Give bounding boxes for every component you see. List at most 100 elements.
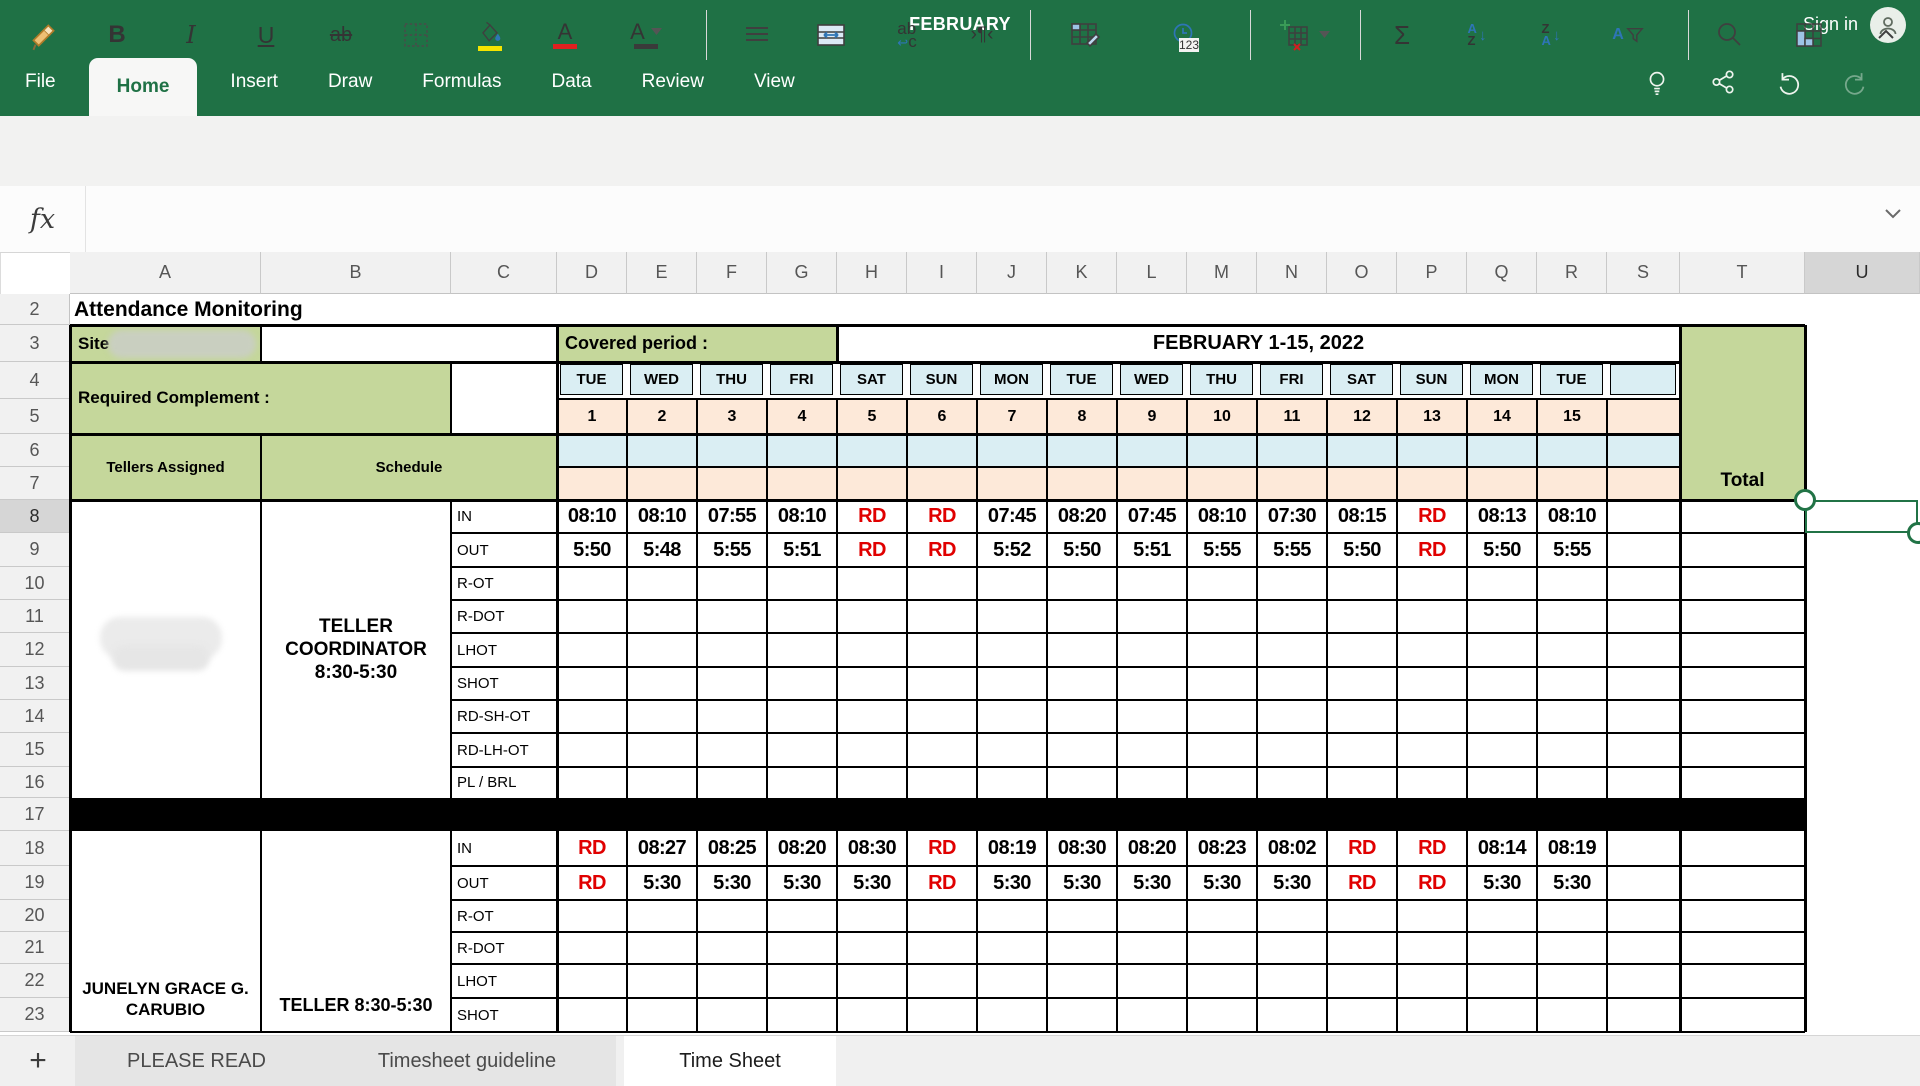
cell-date-K5[interactable]: 8 <box>1077 407 1087 425</box>
cell-D9[interactable]: 5:50 <box>573 538 611 561</box>
band-row7[interactable] <box>557 467 1680 500</box>
cell-H9[interactable]: RD <box>858 538 886 561</box>
cell-O18[interactable]: RD <box>1348 837 1376 859</box>
col-header-K[interactable]: K <box>1047 252 1117 294</box>
cell-Q19[interactable]: 5:30 <box>1483 871 1521 894</box>
align-button[interactable] <box>729 8 785 62</box>
cell-K8[interactable]: 08:20 <box>1057 505 1107 527</box>
cell-J19[interactable]: 5:30 <box>993 871 1031 894</box>
row-header-6[interactable]: 6 <box>0 434 70 467</box>
menu-file[interactable]: File <box>25 71 56 92</box>
col-header-B[interactable]: B <box>261 252 451 294</box>
cell-N9[interactable]: 5:55 <box>1273 538 1311 561</box>
cell-total-header[interactable]: Total <box>1680 325 1805 500</box>
cell-row-label-23[interactable]: SHOT <box>457 1006 499 1024</box>
cell-day-header-J4[interactable]: MON <box>980 364 1043 395</box>
cell-G19[interactable]: 5:30 <box>783 871 821 894</box>
cell-row-label-21[interactable]: R-DOT <box>457 939 505 957</box>
cell-E8[interactable]: 08:10 <box>637 505 687 527</box>
cell-selection-U8[interactable] <box>1805 500 1918 533</box>
cell-employee1-role[interactable]: TELLER COORDINATOR 8:30-5:30 <box>261 500 451 798</box>
cell-day-header-F4[interactable]: THU <box>700 364 763 395</box>
cell-F18[interactable]: 08:25 <box>707 837 757 859</box>
cell-L8[interactable]: 07:45 <box>1127 505 1177 527</box>
cell-M8[interactable]: 08:10 <box>1197 505 1247 527</box>
lightbulb-icon[interactable] <box>1642 67 1672 97</box>
share-icon[interactable] <box>1708 67 1738 97</box>
cell-E18[interactable]: 08:27 <box>637 837 687 859</box>
cell-date-G5[interactable]: 4 <box>797 407 807 425</box>
row-header-9[interactable]: 9 <box>0 533 70 567</box>
redo-icon[interactable] <box>1840 67 1870 97</box>
row-header-4[interactable]: 4 <box>0 362 70 399</box>
cell-date-N5[interactable]: 11 <box>1283 407 1301 425</box>
cell-day-header-E4[interactable]: WED <box>630 364 693 395</box>
col-header-N[interactable]: N <box>1257 252 1327 294</box>
selection-handle[interactable] <box>1794 489 1816 511</box>
cell-day-header-I4[interactable]: SUN <box>910 364 973 395</box>
font-color-button[interactable]: A <box>537 8 593 62</box>
cell-row-label-18[interactable]: IN <box>457 840 472 857</box>
merge-cells-button[interactable] <box>803 8 859 62</box>
col-header-R[interactable]: R <box>1537 252 1607 294</box>
row-header-5[interactable]: 5 <box>0 399 70 434</box>
format-as-table-button[interactable] <box>1057 8 1113 62</box>
cell-K18[interactable]: 08:30 <box>1057 837 1107 859</box>
sort-descending-button[interactable]: Z A ↓ <box>1523 8 1579 62</box>
cell-O8[interactable]: 08:15 <box>1337 505 1387 527</box>
cell-day-header-Q4[interactable]: MON <box>1470 364 1533 395</box>
cell-Q9[interactable]: 5:50 <box>1483 538 1521 561</box>
row-header-11[interactable]: 11 <box>0 600 70 633</box>
cell-date-J5[interactable]: 7 <box>1007 407 1017 425</box>
row-header-12[interactable]: 12 <box>0 633 70 667</box>
wrap-text-button[interactable]: ab ↩c <box>879 8 935 62</box>
cell-day-header-S4[interactable] <box>1610 364 1676 395</box>
cell-day-header-O4[interactable]: SAT <box>1330 364 1393 395</box>
menu-formulas[interactable]: Formulas <box>422 71 502 92</box>
row-header-23[interactable]: 23 <box>0 998 70 1032</box>
menu-draw[interactable]: Draw <box>327 71 373 92</box>
account-avatar[interactable] <box>1870 7 1906 43</box>
cell-R8[interactable]: 08:10 <box>1547 505 1597 527</box>
cell-date-P5[interactable]: 13 <box>1423 407 1441 425</box>
date-row-band[interactable] <box>557 399 1680 434</box>
cell-date-I5[interactable]: 6 <box>937 407 947 425</box>
cell-date-L5[interactable]: 9 <box>1147 407 1157 425</box>
cell-F9[interactable]: 5:55 <box>713 538 751 561</box>
cell-M19[interactable]: 5:30 <box>1203 871 1241 894</box>
font-style-button[interactable]: A <box>613 8 679 62</box>
cell-row-label-8[interactable]: IN <box>457 508 472 525</box>
cell-D18[interactable]: RD <box>578 837 606 859</box>
cell-P8[interactable]: RD <box>1418 505 1446 527</box>
cell-row-label-11[interactable]: R-DOT <box>457 608 505 625</box>
cell-G9[interactable]: 5:51 <box>783 538 821 561</box>
col-header-I[interactable]: I <box>907 252 977 294</box>
tab-timesheet-guideline[interactable]: Timesheet guideline <box>318 1036 616 1086</box>
format-painter-button[interactable] <box>15 8 71 62</box>
add-sheet-button[interactable]: + <box>29 1044 47 1077</box>
cell-F19[interactable]: 5:30 <box>713 871 751 894</box>
cell-date-M5[interactable]: 10 <box>1213 407 1231 425</box>
row-header-10[interactable]: 10 <box>0 567 70 600</box>
cell-row-label-12[interactable]: LHOT <box>457 641 498 659</box>
cell-H8[interactable]: RD <box>858 505 886 527</box>
cell-employee2-name[interactable]: JUNELYN GRACE G. CARUBIO <box>70 831 261 1032</box>
cell-N18[interactable]: 08:02 <box>1267 837 1317 859</box>
filter-button[interactable]: A <box>1600 8 1656 62</box>
cell-site-value[interactable] <box>261 325 557 362</box>
borders-button[interactable] <box>388 8 444 62</box>
sort-ascending-button[interactable]: A Z ↓ <box>1449 8 1505 62</box>
cell-O9[interactable]: 5:50 <box>1343 538 1381 561</box>
row-header-19[interactable]: 19 <box>0 866 70 900</box>
cell-covered-period-value[interactable]: FEBRUARY 1-15, 2022 <box>837 325 1680 362</box>
cell-N8[interactable]: 07:30 <box>1267 505 1317 527</box>
col-header-J[interactable]: J <box>977 252 1047 294</box>
text-direction-button[interactable]: ›¶‹ <box>954 8 1010 62</box>
band-row6[interactable] <box>557 434 1680 467</box>
cell-day-header-P4[interactable]: SUN <box>1400 364 1463 395</box>
strikethrough-button[interactable]: ab <box>313 8 369 62</box>
cell-row-label-19[interactable]: OUT <box>457 874 489 892</box>
row-header-8[interactable]: 8 <box>0 500 70 533</box>
cell-M18[interactable]: 08:23 <box>1197 837 1247 859</box>
cell-tellers-assigned-label[interactable]: Tellers Assigned <box>70 434 261 500</box>
